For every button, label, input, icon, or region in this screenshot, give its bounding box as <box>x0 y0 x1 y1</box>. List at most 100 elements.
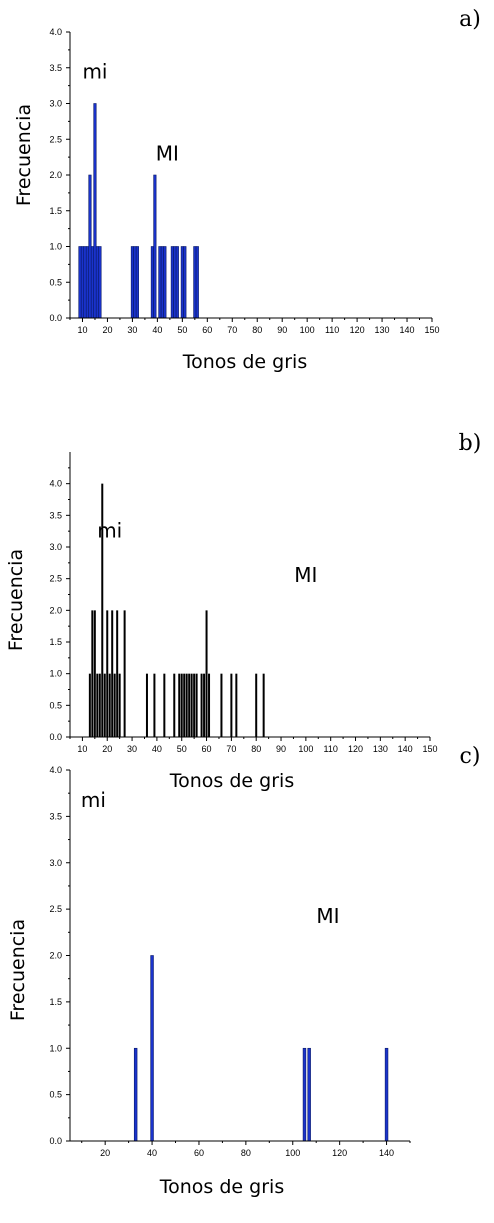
x-tick-label: 90 <box>277 325 287 335</box>
annotation-mi: mi <box>97 519 122 543</box>
x-tick-label: 30 <box>127 744 137 754</box>
bar <box>307 1047 311 1142</box>
y-axis-title: Frecuencia <box>7 919 29 1021</box>
x-tick-label: 10 <box>77 744 87 754</box>
bar <box>90 246 95 319</box>
bar <box>85 246 90 319</box>
bar <box>384 1047 389 1142</box>
y-tick-label: 0.0 <box>49 1136 62 1146</box>
y-tick-label: 4.0 <box>49 479 62 489</box>
y-tick-label: 3.0 <box>49 99 62 109</box>
bar <box>130 246 134 319</box>
x-tick-label: 120 <box>332 1148 347 1158</box>
x-tick-label: 110 <box>325 325 339 335</box>
chart-panel-b: 0.0 0.5 1.0 1.5 2.0 2.5 3.0 3.5 4.0 10 20 30 40 50 60 7… <box>5 431 481 792</box>
x-tick-label: 150 <box>422 744 437 754</box>
y-tick-label: 4.0 <box>49 765 62 775</box>
y-tick-label: 1.0 <box>49 1043 62 1053</box>
x-tick-label: 140 <box>379 1148 394 1158</box>
bar <box>135 246 139 319</box>
x-tick-label: 80 <box>252 325 262 335</box>
bar <box>133 246 137 319</box>
bar <box>78 246 82 319</box>
y-tick-label: 3.0 <box>49 542 62 552</box>
x-tick-label: 50 <box>177 325 187 335</box>
y-tick-label: 2.0 <box>49 951 62 961</box>
y-tick-label: 0.5 <box>49 700 62 710</box>
bar <box>133 1047 138 1142</box>
x-tick-label: 70 <box>227 325 237 335</box>
x-axis-title: Tonos de gris <box>159 1176 284 1198</box>
y-tick-label: 0.5 <box>49 277 62 287</box>
y-tick-label: 2.0 <box>49 170 62 180</box>
x-tick-label: 70 <box>226 744 236 754</box>
x-tick-label: 40 <box>152 325 162 335</box>
chart-panel-a: 0.0 0.5 1.0 1.5 2.0 2.5 3.0 3.5 4.0 10 20 30 40 50 60 7… <box>13 7 481 373</box>
chart-panel-c: 0.0 0.5 1.0 1.5 2.0 2.5 3.0 3.5 4.0 20 40 60 80 100 12… <box>7 744 480 1198</box>
panel-label: b) <box>459 431 482 456</box>
y-tick-label: 0.0 <box>49 732 62 742</box>
x-axis-title: Tonos de gris <box>169 770 294 792</box>
x-tick-label: 140 <box>398 744 413 754</box>
x-tick-label: 50 <box>177 744 187 754</box>
y-axis-title: Frecuencia <box>13 104 35 206</box>
x-tick-label: 100 <box>285 1148 300 1158</box>
bar <box>95 246 100 319</box>
bar <box>98 246 102 319</box>
y-tick-label: 3.5 <box>49 811 62 821</box>
x-tick-label: 140 <box>400 325 415 335</box>
bar <box>193 246 197 319</box>
x-axis-title: Tonos de gris <box>182 351 307 373</box>
bar <box>80 246 85 319</box>
y-tick-label: 2.0 <box>49 605 62 615</box>
y-tick-label: 1.5 <box>49 637 62 647</box>
annotation-mi: mi <box>82 59 107 83</box>
y-tick-label: 3.0 <box>49 858 62 868</box>
bar <box>160 246 164 319</box>
bar <box>150 246 154 319</box>
panel-label: c) <box>460 744 481 769</box>
y-tick-label: 0.5 <box>49 1090 62 1100</box>
y-tick-label: 0.0 <box>49 313 62 323</box>
bar <box>88 174 92 319</box>
y-tick-label: 2.5 <box>49 574 62 584</box>
y-tick-label: 1.0 <box>49 242 62 252</box>
annotation-mi: MI <box>294 563 317 587</box>
x-tick-label: 10 <box>77 325 87 335</box>
y-tick-label: 1.0 <box>49 669 62 679</box>
x-tick-label: 20 <box>102 744 112 754</box>
annotation-mi: mi <box>81 788 106 812</box>
panel-label: a) <box>459 7 481 32</box>
x-tick-label: 40 <box>152 744 162 754</box>
x-tick-label: 20 <box>100 1148 110 1158</box>
x-tick-label: 40 <box>147 1148 157 1158</box>
bar <box>180 246 184 319</box>
bar <box>163 246 167 319</box>
y-tick-label: 4.0 <box>49 27 62 37</box>
y-tick-label: 1.5 <box>49 206 62 216</box>
bar <box>83 246 87 319</box>
x-tick-label: 90 <box>276 744 286 754</box>
y-tick-label: 3.5 <box>49 510 62 520</box>
bar <box>170 246 174 319</box>
bar <box>302 1047 307 1142</box>
y-axis-title: Frecuencia <box>5 549 27 651</box>
bar <box>150 955 154 1142</box>
y-tick-label: 3.5 <box>49 63 62 73</box>
x-tick-label: 130 <box>375 325 390 335</box>
x-tick-label: 150 <box>424 325 439 335</box>
bar <box>173 246 177 319</box>
bar <box>183 246 187 319</box>
x-tick-label: 100 <box>300 325 315 335</box>
x-tick-label: 120 <box>350 325 365 335</box>
bar <box>175 246 179 319</box>
x-tick-label: 80 <box>251 744 261 754</box>
x-tick-label: 110 <box>324 744 338 754</box>
x-tick-label: 20 <box>102 325 112 335</box>
x-tick-label: 60 <box>194 1148 204 1158</box>
annotation-mi: MI <box>316 904 339 928</box>
y-tick-label: 2.5 <box>49 134 62 144</box>
x-tick-label: 60 <box>202 325 212 335</box>
bar <box>158 246 162 319</box>
